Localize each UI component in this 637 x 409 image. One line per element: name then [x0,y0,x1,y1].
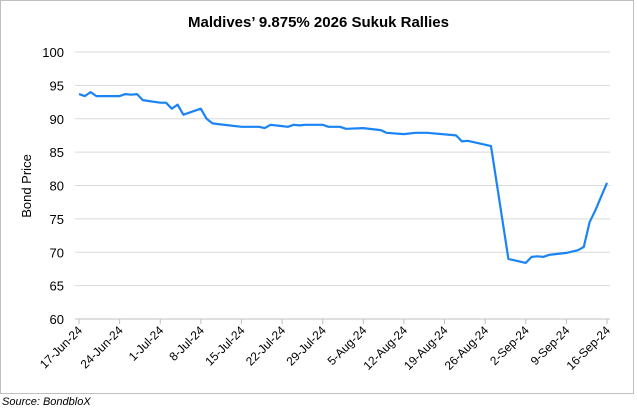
y-axis-label: Bond Price [19,154,34,218]
source-note: Source: BondbloX [2,396,91,408]
y-tick-label: 95 [50,78,64,93]
y-tick-label: 60 [50,312,64,327]
x-tick-label: 1-Jul-24 [126,323,167,364]
x-tick-label: 15-Jul-24 [202,323,248,369]
x-tick-label: 29-Jul-24 [284,323,330,369]
y-tick-label: 75 [50,212,64,227]
chart-frame [0,0,634,394]
series-line [78,91,609,264]
x-tick-label: 24-Jun-24 [78,323,126,371]
x-tick-label: 17-Jun-24 [37,323,85,371]
y-tick-label: 80 [50,179,64,194]
y-tick-label: 85 [50,145,64,160]
x-tick-label: 26-Aug-24 [442,323,492,373]
x-tick-label: 2-Sep-24 [487,323,532,368]
chart-title: Maldives’ 9.875% 2026 Sukuk Rallies [188,14,449,31]
y-tick-label: 100 [42,45,64,60]
y-tick-label: 65 [50,279,64,294]
y-tick-label: 70 [50,245,64,260]
y-tick-label: 90 [50,112,64,127]
x-tick-label: 8-Jul-24 [166,323,207,364]
x-tick-label: 16-Sep-24 [564,323,614,373]
x-tick-label: 22-Jul-24 [243,323,289,369]
